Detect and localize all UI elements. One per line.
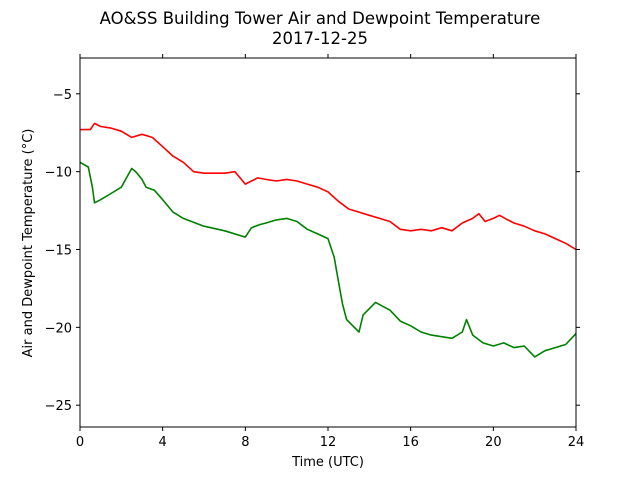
series-layer <box>79 122 577 358</box>
y-axis-label: Air and Dewpoint Temperature (°C) <box>21 129 36 358</box>
plot-frame <box>79 57 577 428</box>
y-tick-label: −20 <box>45 321 72 336</box>
y-tick-label: −5 <box>53 88 72 103</box>
x-tick-label: 16 <box>402 435 419 450</box>
series-line-1 <box>79 161 577 358</box>
x-tick-label: 4 <box>159 435 167 450</box>
x-tick-label: 8 <box>241 435 249 450</box>
chart-subtitle: 2017-12-25 <box>272 29 368 48</box>
x-tick-label: 20 <box>485 435 502 450</box>
chart-title: AO&SS Building Tower Air and Dewpoint Te… <box>100 9 541 28</box>
y-tick-label: −10 <box>45 166 72 181</box>
x-tick-label: 24 <box>568 435 585 450</box>
y-tick-label: −25 <box>45 399 72 414</box>
series-line-0 <box>80 122 577 251</box>
x-tick-label: 0 <box>76 435 84 450</box>
y-tick-label: −15 <box>45 244 72 259</box>
x-tick-label: 12 <box>320 435 337 450</box>
x-axis-label: Time (UTC) <box>291 455 364 470</box>
ticks-layer: 0 4 8 12 16 20 24 −5 −10 −15 −20 −25 <box>45 54 585 450</box>
